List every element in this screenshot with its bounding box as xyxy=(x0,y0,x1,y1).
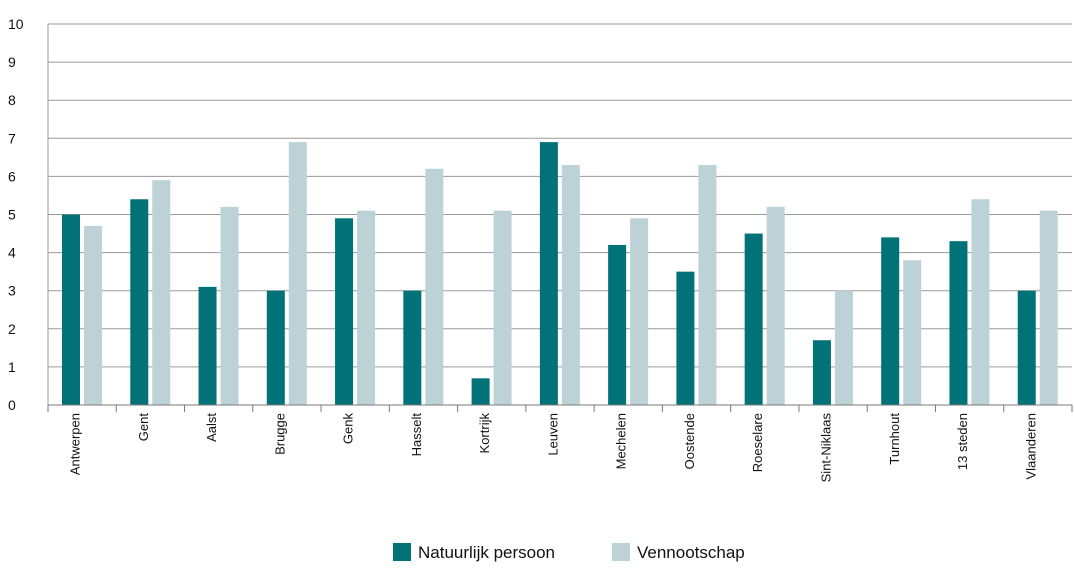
y-tick-label: 5 xyxy=(8,207,16,223)
bar-vennootschap xyxy=(425,168,444,405)
bar-natuurlijk-persoon xyxy=(198,286,217,405)
legend-swatch xyxy=(612,543,630,561)
bar-vennootschap xyxy=(493,210,512,405)
x-tick-label: Leuven xyxy=(545,413,560,456)
bar-vennootschap xyxy=(288,142,307,406)
x-tick-label: Mechelen xyxy=(614,413,629,469)
y-tick-label: 7 xyxy=(8,130,16,146)
x-tick-label: Sint-Niklaas xyxy=(819,413,834,483)
bar-natuurlijk-persoon xyxy=(403,290,422,405)
y-tick-label: 0 xyxy=(8,397,16,413)
bar-natuurlijk-persoon xyxy=(62,214,80,405)
bar-vennootschap xyxy=(971,199,990,405)
bar-natuurlijk-persoon xyxy=(881,237,900,405)
bar-natuurlijk-persoon xyxy=(949,241,968,405)
bar-natuurlijk-persoon xyxy=(539,142,558,406)
bar-natuurlijk-persoon xyxy=(1017,290,1036,405)
gridlines xyxy=(47,23,1072,405)
bar-vennootschap xyxy=(357,210,376,405)
x-tick-label: Gent xyxy=(136,413,151,442)
bar-vennootschap xyxy=(152,180,171,405)
bars xyxy=(62,142,1058,406)
bar-natuurlijk-persoon xyxy=(744,233,763,405)
bar-natuurlijk-persoon xyxy=(676,271,695,405)
bar-vennootschap xyxy=(698,164,717,405)
bar-vennootschap xyxy=(834,290,853,405)
x-tick-label: Turnhout xyxy=(887,413,902,465)
x-tick-label: Aalst xyxy=(204,413,219,442)
legend-label: Natuurlijk persoon xyxy=(418,543,555,562)
y-tick-label: 8 xyxy=(8,92,16,108)
y-tick-label: 10 xyxy=(8,16,24,32)
y-tick-label: 3 xyxy=(8,283,16,299)
legend-label: Vennootschap xyxy=(637,543,745,562)
y-axis-ticks: 0 1 2 3 4 5 6 7 8 9 10 xyxy=(8,16,24,413)
bar-natuurlijk-persoon xyxy=(471,378,490,405)
y-tick-label: 9 xyxy=(8,54,16,70)
y-tick-label: 4 xyxy=(8,245,16,261)
bar-vennootschap xyxy=(561,164,580,405)
bar-vennootschap xyxy=(903,260,922,405)
bar-natuurlijk-persoon xyxy=(335,218,354,405)
legend-swatch xyxy=(393,543,411,561)
x-tick-label: Brugge xyxy=(272,413,287,455)
bar-natuurlijk-persoon xyxy=(130,199,149,405)
bar-natuurlijk-persoon xyxy=(812,340,831,405)
y-tick-label: 2 xyxy=(8,321,16,337)
x-tick-label: Antwerpen xyxy=(68,413,83,475)
x-tick-label: Vlaanderen xyxy=(1023,413,1038,480)
x-tick-label: Oostende xyxy=(682,413,697,469)
x-axis-labels: Antwerpen Gent Aalst Brugge Genk Hasselt Kortr… xyxy=(68,413,1039,483)
x-axis xyxy=(47,404,1073,412)
x-tick-label: Kortrijk xyxy=(477,413,492,454)
bar-vennootschap xyxy=(630,218,649,405)
x-tick-label: Hasselt xyxy=(409,413,424,457)
y-tick-label: 6 xyxy=(8,168,16,184)
legend: Natuurlijk persoon Vennootschap xyxy=(393,543,745,562)
x-tick-label: Roeselare xyxy=(750,413,765,472)
bar-vennootschap xyxy=(766,206,785,405)
x-tick-label: Genk xyxy=(341,413,356,445)
bar-natuurlijk-persoon xyxy=(266,290,285,405)
bar-natuurlijk-persoon xyxy=(608,244,627,405)
y-tick-label: 1 xyxy=(8,359,16,375)
bar-vennootschap xyxy=(84,225,102,405)
bar-vennootschap xyxy=(220,206,239,405)
x-tick-label: 13 steden xyxy=(955,413,970,470)
bar-vennootschap xyxy=(1039,210,1058,405)
